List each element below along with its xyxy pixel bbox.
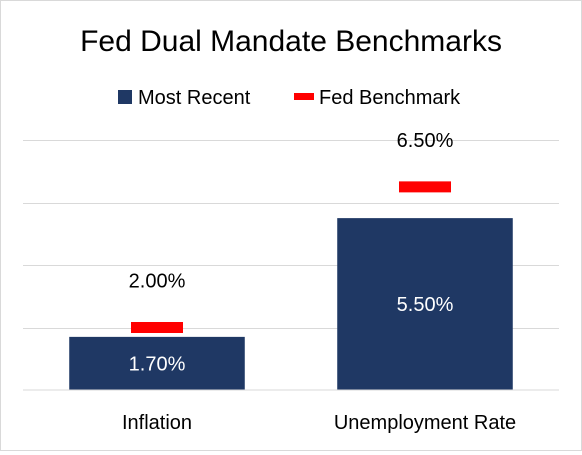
benchmark-marker-inflation xyxy=(131,322,183,333)
legend-swatch-most-recent xyxy=(118,90,132,104)
legend-item-fed-benchmark: Fed Benchmark xyxy=(294,87,461,109)
legend-swatch-fed-benchmark xyxy=(294,93,314,100)
legend-item-most-recent: Most Recent xyxy=(118,87,251,109)
benchmark-marker-unemployment-rate xyxy=(399,181,451,193)
legend-label-fed-benchmark: Fed Benchmark xyxy=(319,87,461,109)
bars xyxy=(69,218,513,390)
data-labels: 1.70% 2.00% 5.50% 6.50% xyxy=(129,130,454,376)
x-tick-label: Inflation xyxy=(122,412,192,434)
bar-value-label: 5.50% xyxy=(397,294,454,316)
benchmark-value-label: 6.50% xyxy=(397,130,454,152)
chart-title: Fed Dual Mandate Benchmarks xyxy=(80,25,502,58)
benchmark-markers xyxy=(131,181,451,333)
bar-inflation xyxy=(69,336,245,390)
benchmark-value-label: 2.00% xyxy=(129,271,186,293)
x-axis-tick-labels: Inflation Unemployment Rate xyxy=(122,412,516,434)
bar-value-label: 1.70% xyxy=(129,353,186,375)
legend-label-most-recent: Most Recent xyxy=(138,87,251,109)
legend: Most Recent Fed Benchmark xyxy=(118,87,461,109)
x-tick-label: Unemployment Rate xyxy=(334,412,516,434)
bar-unemployment-rate xyxy=(337,218,513,390)
